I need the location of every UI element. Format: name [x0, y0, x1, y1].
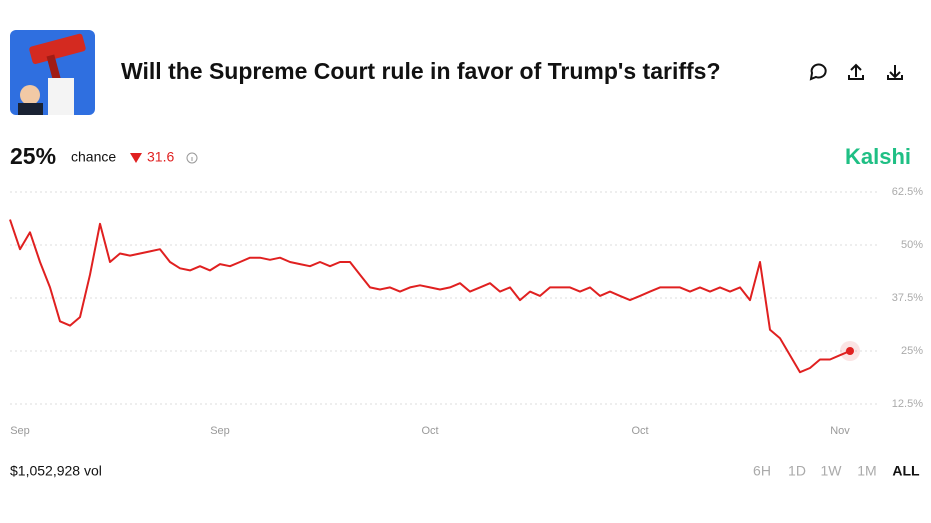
change-value: 31.6 [147, 149, 174, 165]
range-button[interactable]: 1W [821, 463, 843, 479]
range-button[interactable]: 1M [857, 463, 876, 479]
x-tick-label: Sep [210, 425, 230, 437]
x-tick-label: Sep [10, 425, 30, 437]
y-tick-label: 62.5% [892, 186, 923, 198]
market-image [10, 30, 95, 115]
price-chart: 12.5% 25% 37.5% 50% 62.5% Sep Sep Oct Oct Nov [9, 186, 923, 437]
download-button[interactable] [887, 65, 903, 80]
range-button[interactable]: ALL [892, 463, 920, 479]
range-button[interactable]: 6H [753, 463, 771, 479]
x-tick-label: Oct [421, 425, 438, 437]
price-line [9, 219, 851, 374]
comment-button[interactable] [809, 63, 827, 81]
x-tick-label: Oct [631, 425, 648, 437]
chance-value: 25% [10, 143, 56, 169]
x-tick-label: Nov [830, 425, 850, 437]
brand-logo: Kalshi [845, 144, 911, 169]
volume: $1,052,928 vol [10, 463, 102, 479]
info-icon[interactable] [186, 152, 198, 164]
y-tick-label: 50% [901, 239, 923, 251]
current-point [846, 347, 854, 355]
y-tick-label: 12.5% [892, 398, 923, 410]
share-button[interactable] [848, 63, 864, 80]
chance-label: chance [71, 149, 116, 165]
y-tick-label: 25% [901, 345, 923, 357]
range-button[interactable]: 1D [788, 463, 806, 479]
down-arrow [130, 153, 142, 163]
y-tick-label: 37.5% [892, 292, 923, 304]
market-title: Will the Supreme Court rule in favor of … [121, 58, 721, 84]
range-selector: 6H 1D 1W 1M ALL [753, 463, 920, 479]
